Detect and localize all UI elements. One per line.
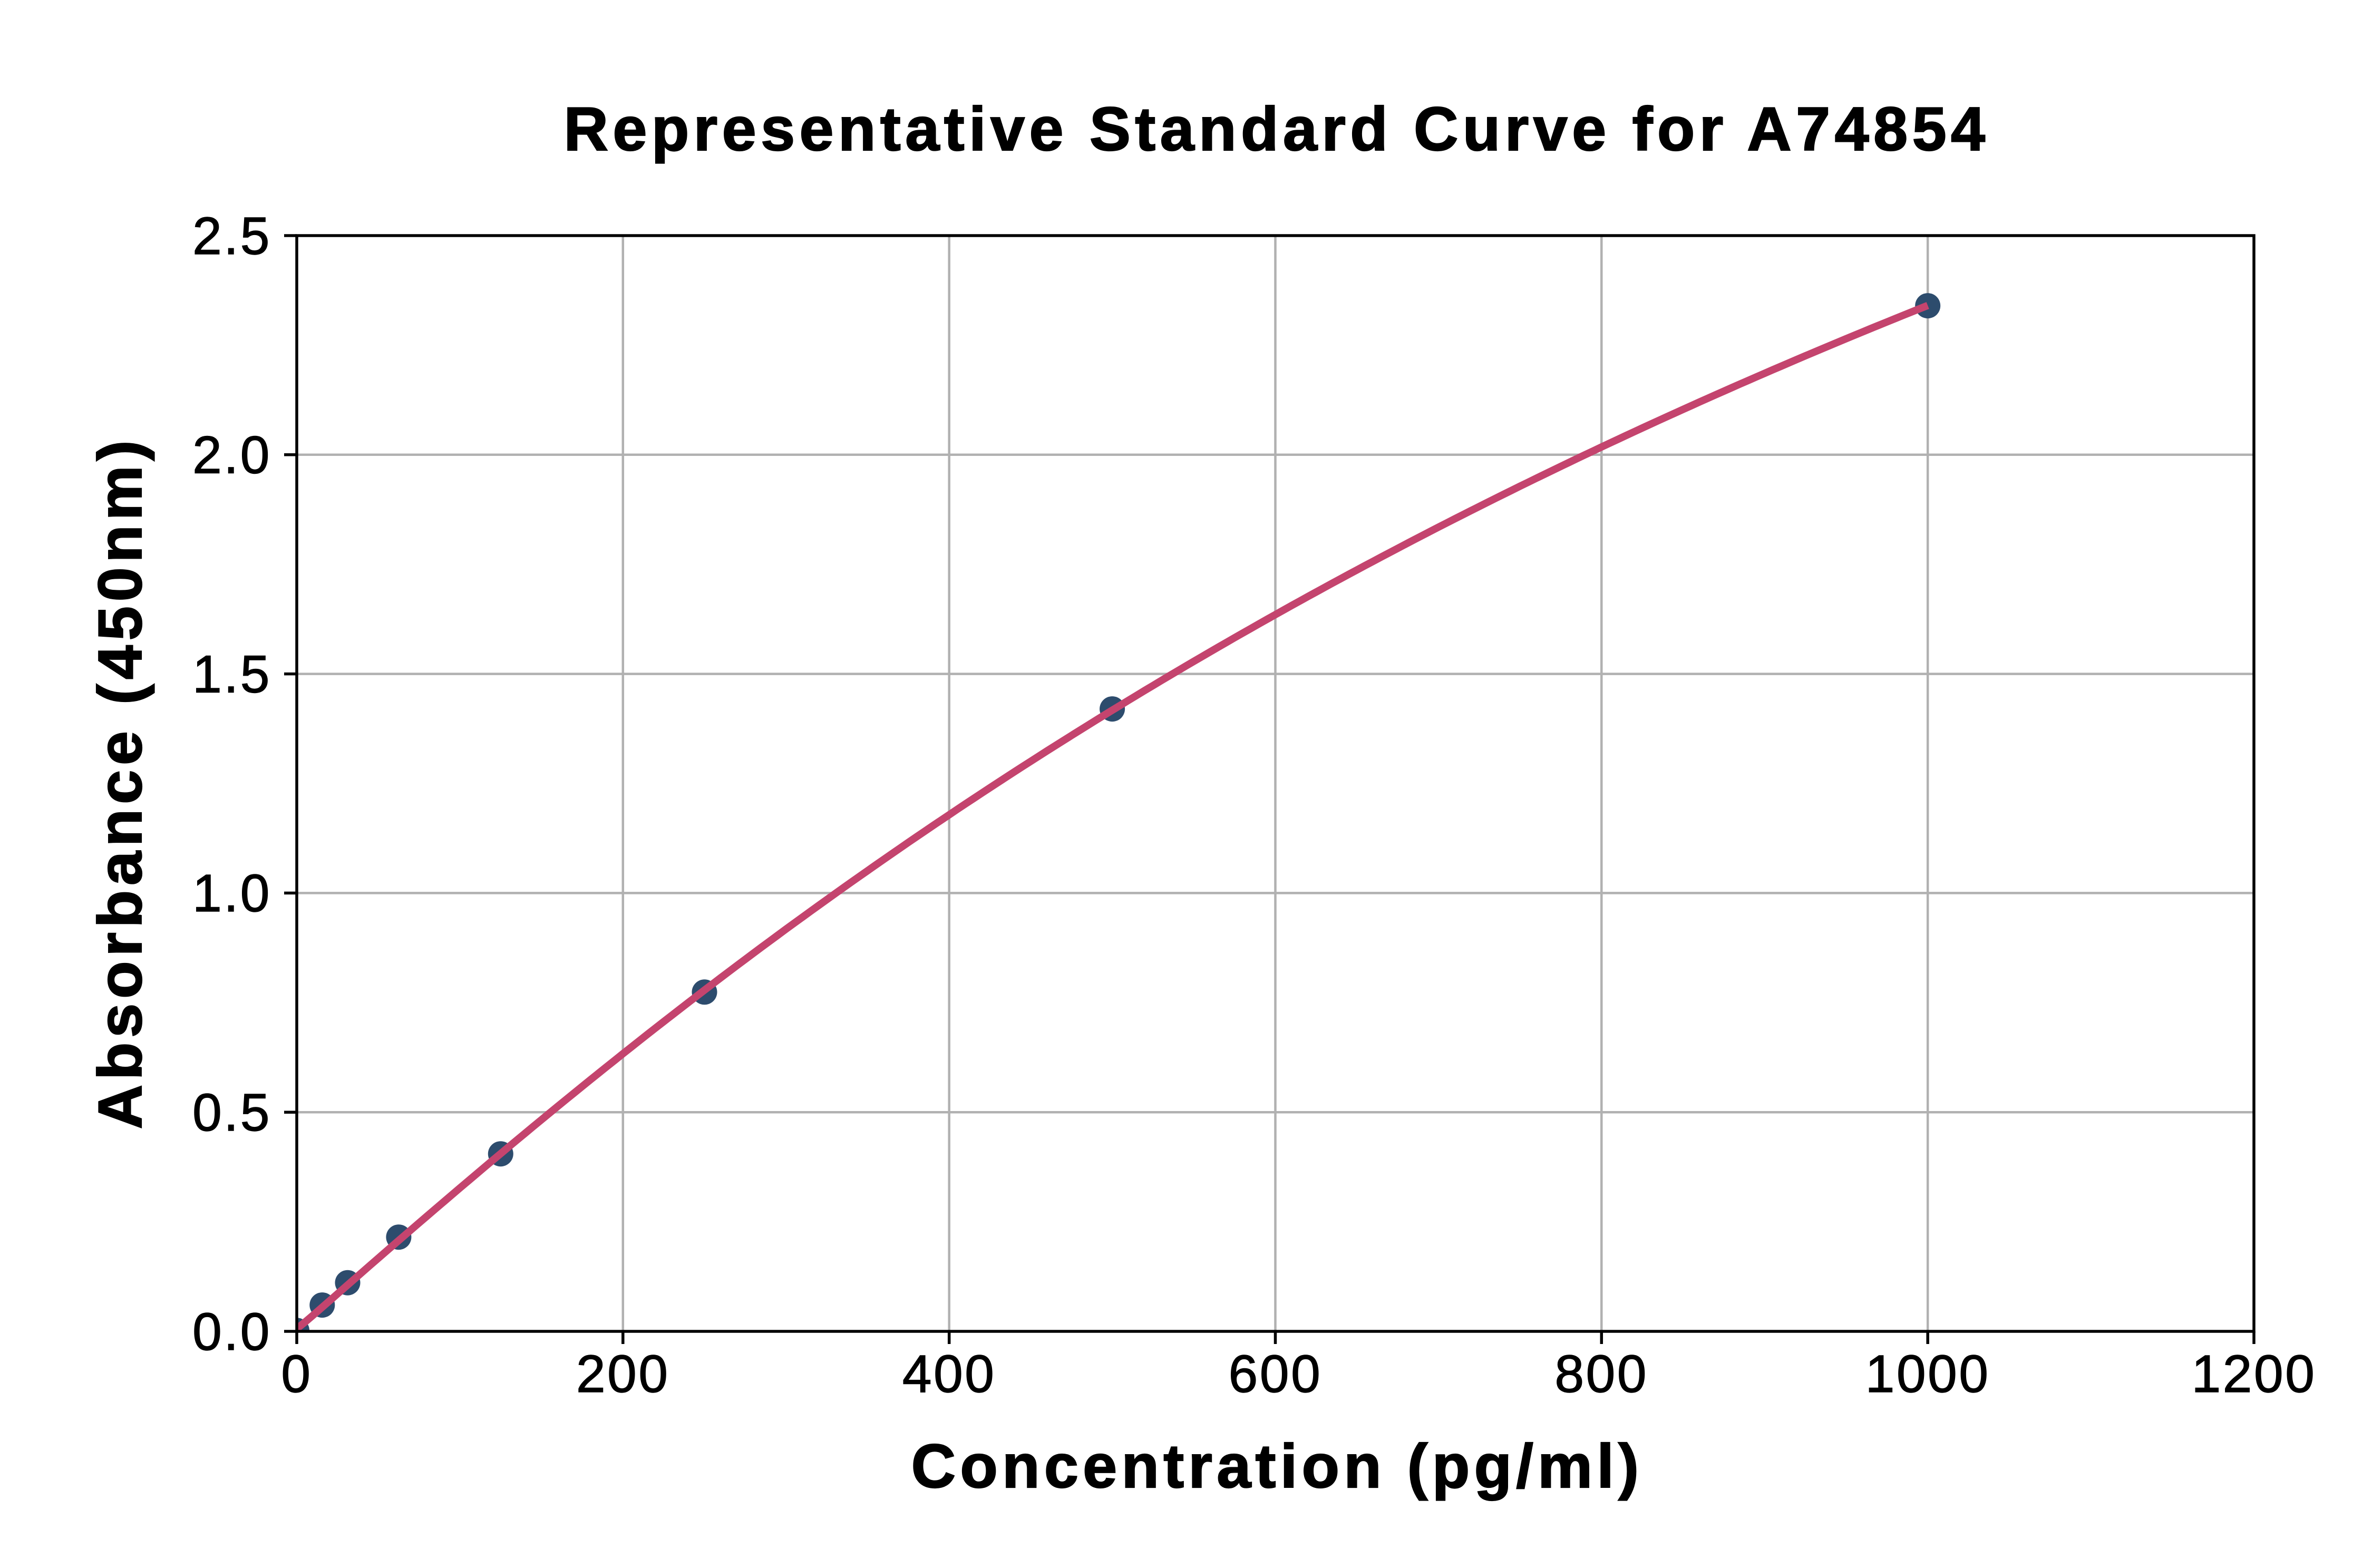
svg-text:Absorbance (450nm): Absorbance (450nm) [85, 436, 154, 1129]
svg-text:0.5: 0.5 [192, 1083, 271, 1142]
svg-text:400: 400 [902, 1345, 996, 1404]
svg-text:200: 200 [576, 1345, 670, 1404]
svg-text:2.0: 2.0 [192, 426, 271, 485]
svg-text:0.0: 0.0 [192, 1302, 271, 1361]
svg-text:600: 600 [1229, 1345, 1323, 1404]
svg-text:Concentration (pg/ml): Concentration (pg/ml) [911, 1431, 1644, 1501]
svg-text:1200: 1200 [2192, 1345, 2317, 1404]
svg-text:2.5: 2.5 [192, 207, 271, 266]
svg-text:1.0: 1.0 [192, 864, 271, 923]
svg-text:1000: 1000 [1865, 1345, 1990, 1404]
svg-text:0: 0 [281, 1345, 312, 1404]
svg-text:1.5: 1.5 [192, 645, 271, 704]
svg-text:Representative Standard Curve: Representative Standard Curve for A74854 [563, 94, 1989, 163]
svg-text:800: 800 [1554, 1345, 1648, 1404]
